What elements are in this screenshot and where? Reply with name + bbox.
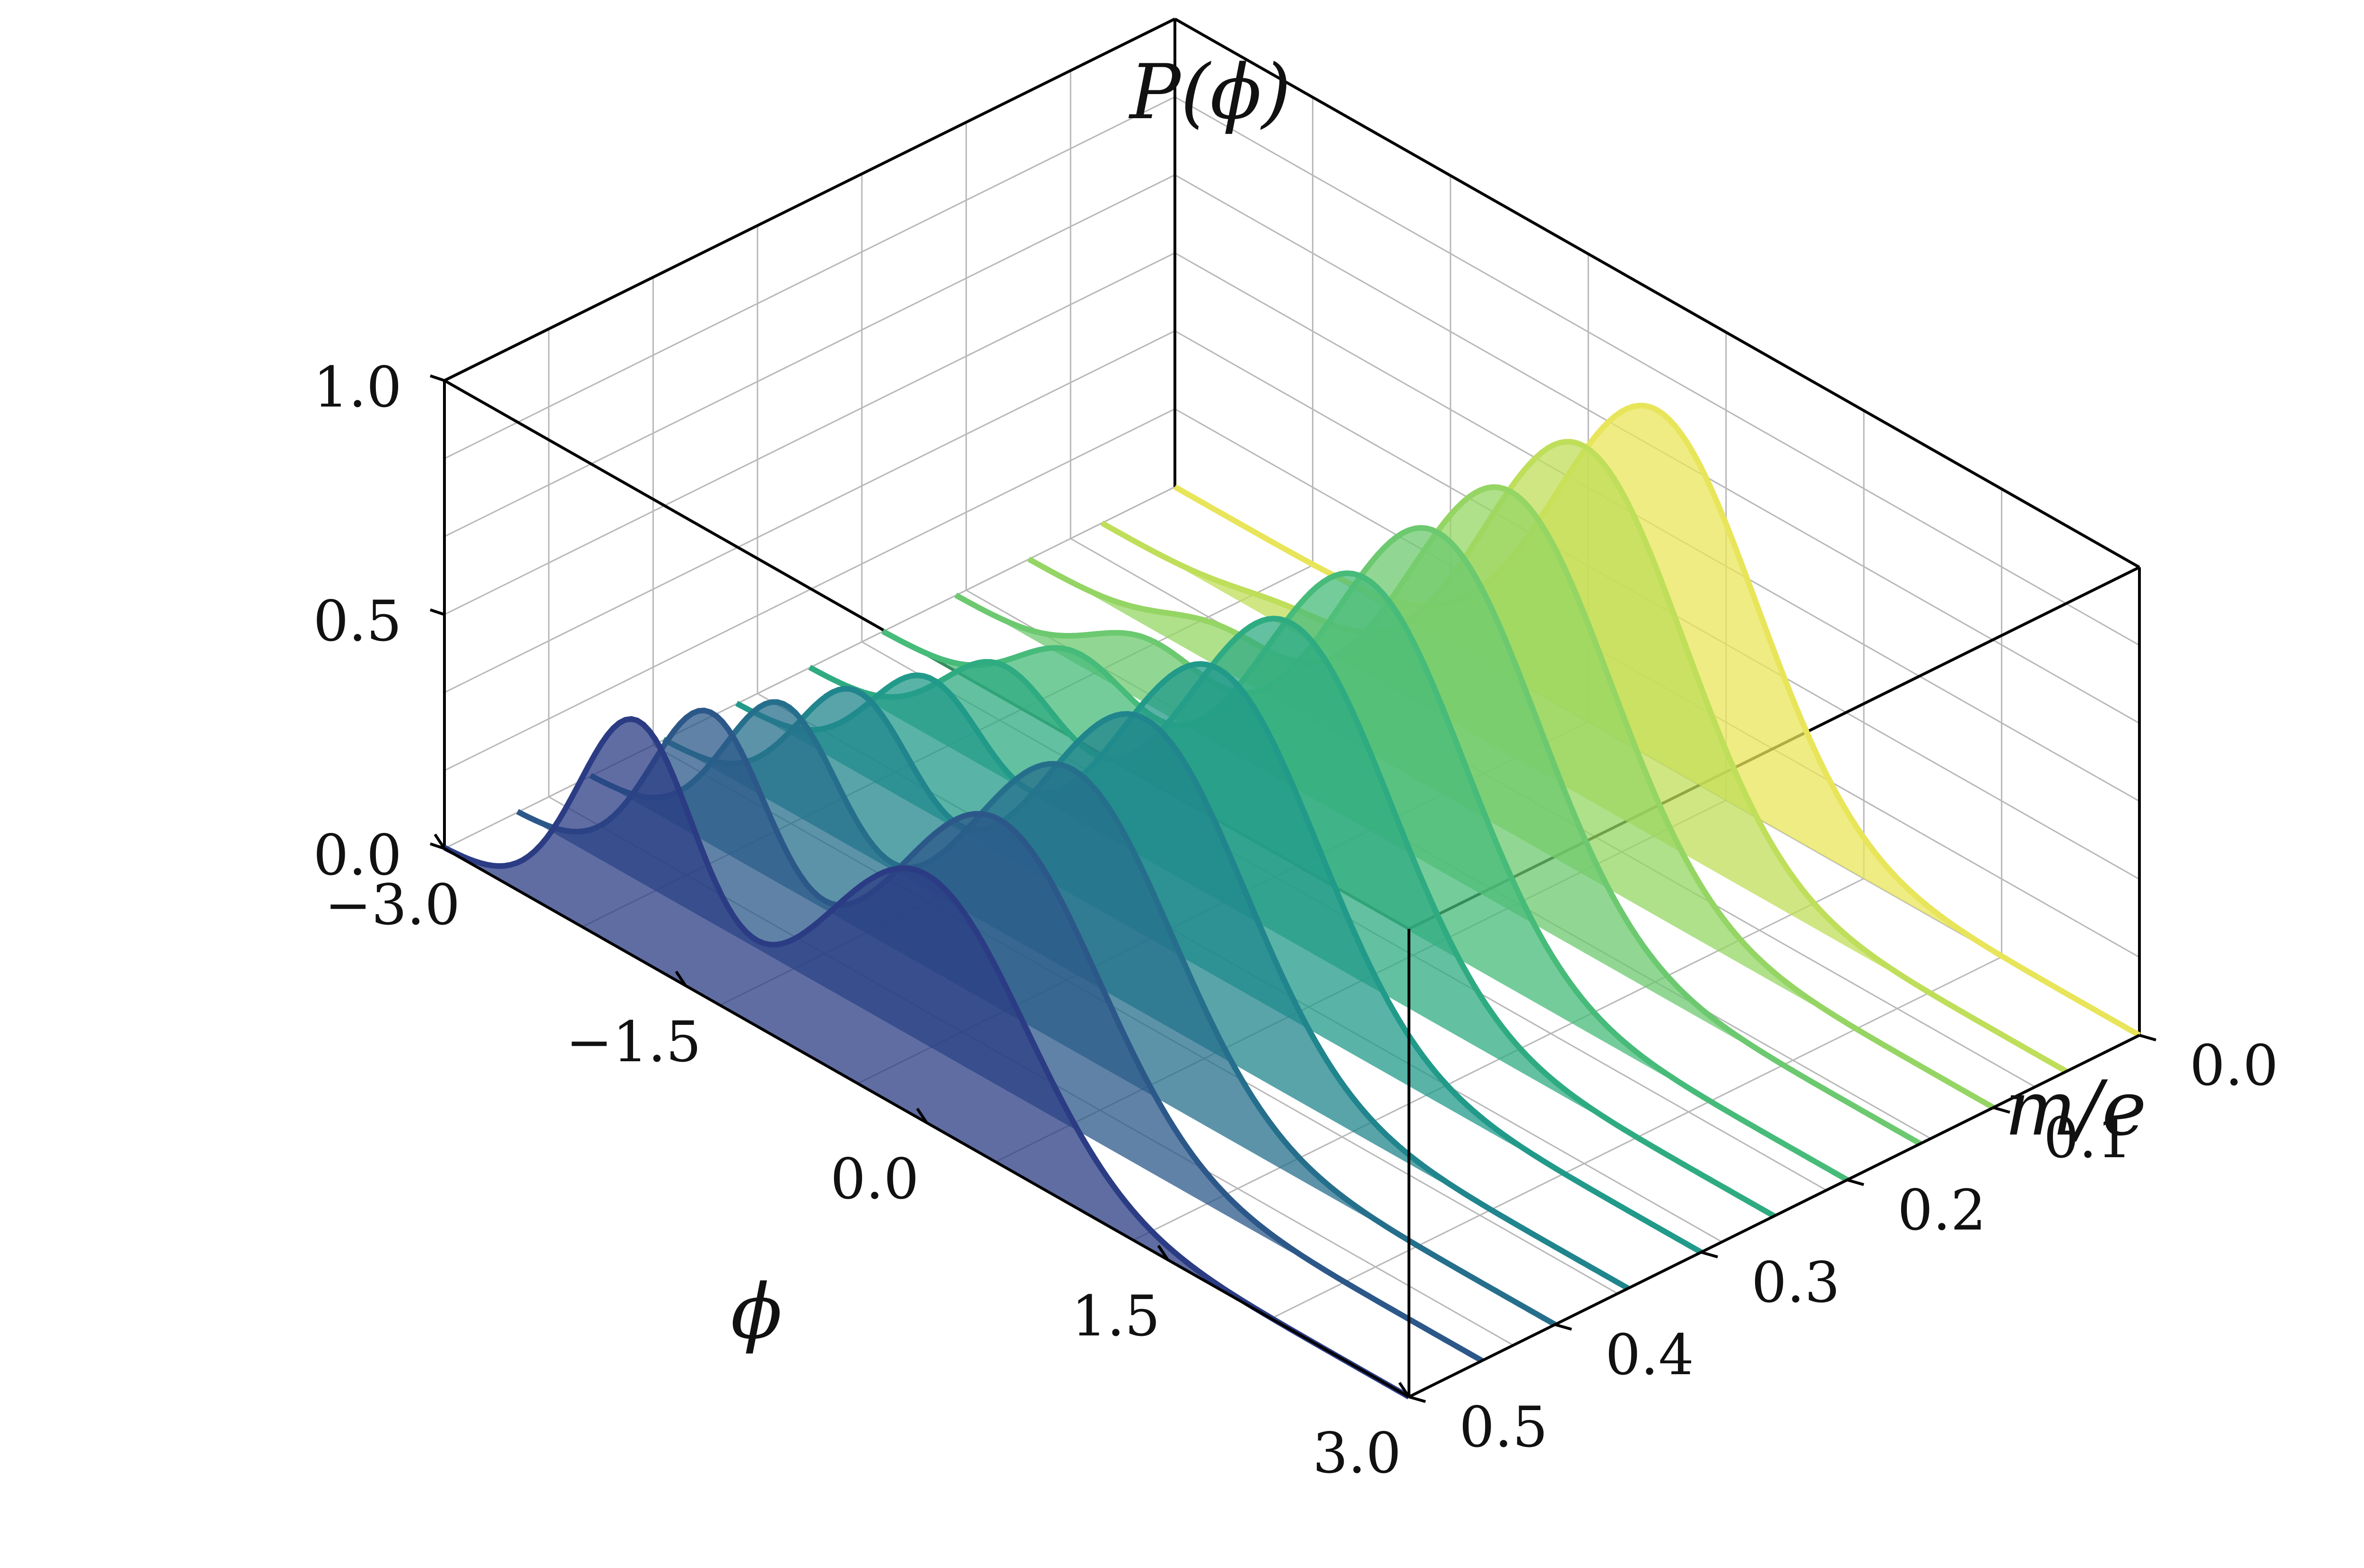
z-tick [430, 374, 445, 382]
y-tick-label: 0.4 [1605, 1322, 1694, 1387]
z-tick-label: 1.0 [313, 355, 402, 420]
grid-line [444, 96, 1175, 459]
y-tick [1408, 1395, 1426, 1403]
frame-edge [1174, 17, 2140, 569]
y-tick-label: 0.1 [2043, 1105, 2132, 1170]
grid-line [444, 252, 1175, 615]
x-tick [1157, 1245, 1169, 1261]
x-tick [1398, 1382, 1410, 1398]
z-axis-title: P(ϕ) [1128, 48, 1291, 136]
tick-labels: −3.0 −1.5 0.0 1.5 3.0 0.0 0.1 0.2 0.3 0.4 0.5 0.0 0.… [313, 355, 2278, 1486]
y-axis-title: m/e [2005, 1064, 2147, 1152]
series-layer [443, 402, 2141, 1400]
y-tick-label: 0.5 [1459, 1395, 1548, 1460]
y-tick [1847, 1178, 1864, 1186]
grid-line [1174, 96, 2140, 646]
series-line [516, 708, 1484, 1363]
series-line [589, 699, 1556, 1327]
x-tick-label: −3.0 [325, 872, 461, 937]
series-line [662, 685, 1630, 1291]
series-line [881, 570, 1849, 1183]
x-axis-title: ϕ [730, 1267, 782, 1356]
frame-edge [443, 17, 1176, 382]
series-line [735, 661, 1703, 1255]
z-tick [430, 608, 445, 616]
x-tick [434, 833, 446, 849]
series-line [808, 615, 1776, 1219]
x-tick-label: 0.0 [830, 1146, 919, 1212]
y-tick-label: 0.3 [1751, 1250, 1840, 1315]
series-line [1027, 484, 1995, 1110]
y-tick [1701, 1251, 1718, 1258]
series-line [1100, 439, 2068, 1074]
frame-edge [1408, 1034, 2140, 1398]
y-tick-label: 0.0 [2190, 1033, 2278, 1098]
x-tick-label: −1.5 [566, 1009, 702, 1074]
y-tick [2139, 1034, 2156, 1041]
grid-line [444, 330, 1175, 693]
x-tick-label: 1.5 [1071, 1283, 1160, 1349]
x-tick [675, 970, 687, 987]
grid-line [444, 174, 1175, 537]
series-area [444, 719, 1409, 1397]
z-tick-label: 0.5 [313, 589, 402, 654]
x-tick-label: 3.0 [1312, 1421, 1401, 1486]
y-tick [1555, 1323, 1572, 1331]
z-tick-label: 0.0 [313, 823, 402, 888]
x-tick [916, 1108, 928, 1124]
tick-marks [430, 374, 2156, 1403]
y-tick-label: 0.2 [1897, 1178, 1986, 1243]
y-tick [1993, 1106, 2010, 1114]
series-line [954, 525, 1922, 1146]
z-tick [430, 842, 445, 850]
